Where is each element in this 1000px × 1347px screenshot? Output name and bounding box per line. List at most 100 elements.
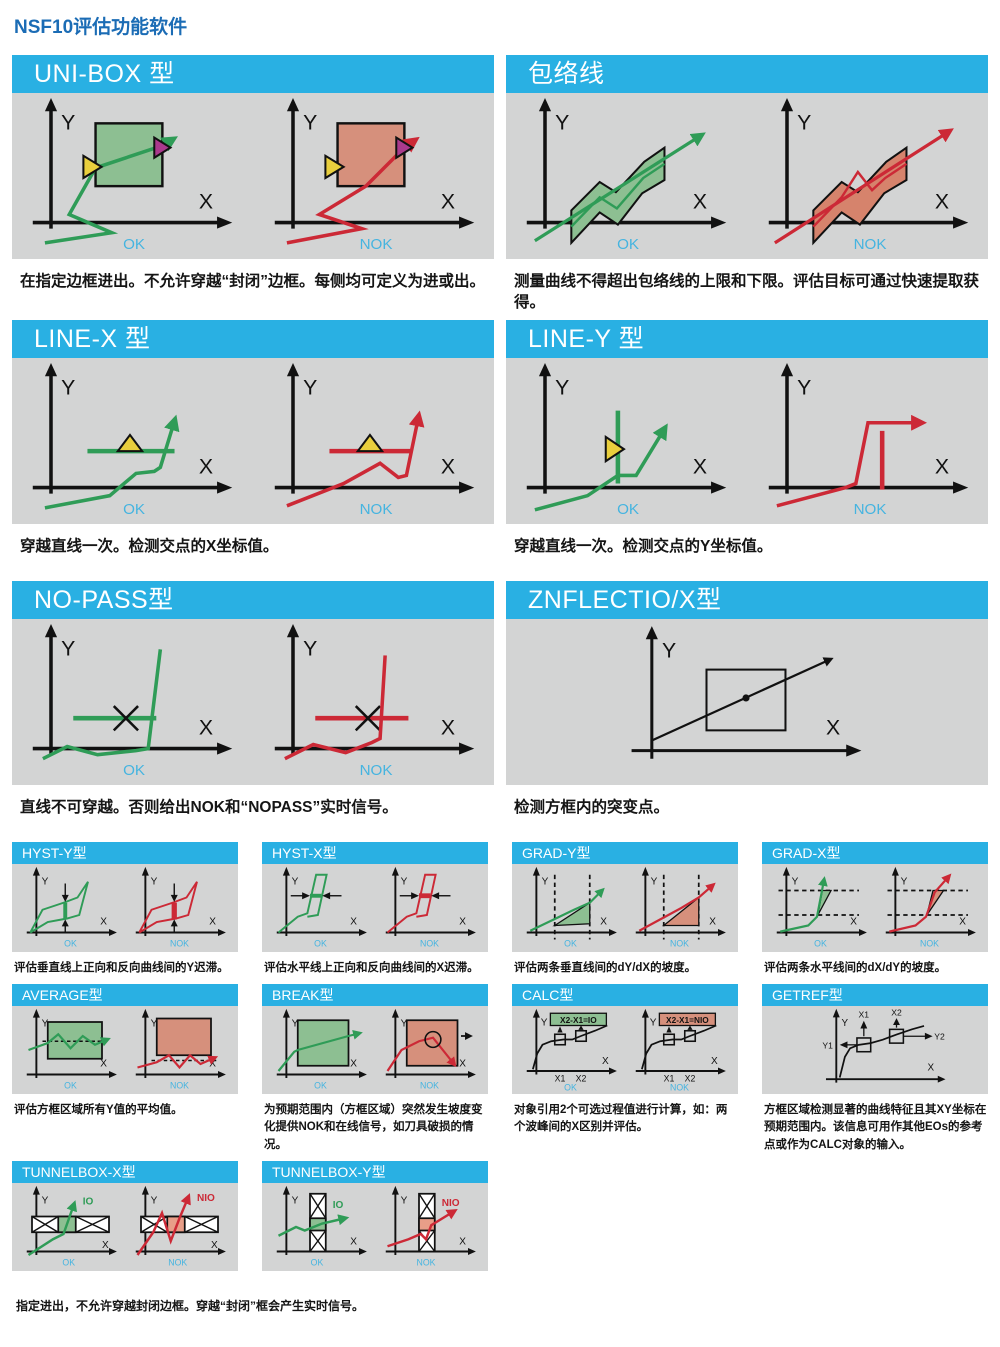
marker-triangle — [355, 433, 385, 452]
formula-label: X2-X1=IO — [560, 1015, 597, 1025]
nok-label: NOK — [360, 762, 393, 779]
nok-label: NOK — [168, 1258, 187, 1268]
nok-curve — [386, 1036, 457, 1072]
y-axis-label: Y — [292, 1195, 299, 1206]
nio-label: NIO — [197, 1193, 215, 1204]
envelope-nok-chart: Y X NOK — [768, 98, 969, 253]
ref-box-2 — [683, 1029, 697, 1042]
y-axis-label: Y — [303, 375, 317, 399]
nok-curve — [136, 1193, 191, 1256]
ok-curve — [27, 1200, 77, 1257]
nok-curve — [137, 1053, 219, 1069]
section-break-plots: Y X OK Y X NOK — [262, 1005, 488, 1094]
ok-label: OK — [564, 938, 577, 948]
y-axis-label: Y — [650, 1017, 657, 1028]
y-axis-label: Y — [61, 375, 75, 399]
nok-label: NOK — [670, 938, 689, 948]
up-arrow-2 — [578, 1025, 584, 1030]
y-axis-label: Y — [797, 375, 811, 399]
section-envelope-caption: 测量曲线不得超出包络线的上限和下限。评估目标可通过快速提取获得。 — [514, 273, 980, 311]
section-line-y: LINE-Y 型 Y X OK Y X — [506, 319, 988, 575]
y-axis-label: Y — [662, 638, 676, 662]
section-grad-y-header: GRAD-Y型 — [512, 841, 738, 864]
x-axis-label: X — [826, 715, 840, 739]
section-line-x: LINE-X 型 Y X OK Y X — [12, 319, 494, 575]
calc-nok-chart: Y X X2-X1=NIO X1 X2 NOK — [635, 1008, 726, 1092]
section-grad-y: GRAD-Y型 Y X OK Y X — [512, 841, 738, 978]
ok-label: OK — [123, 236, 145, 253]
up-arrow — [61, 919, 69, 927]
section-calc-caption: 对象引用2个可选过程值进行计算，如：两个波峰间的X区别并评估。 — [514, 1103, 728, 1134]
y-axis-label: Y — [651, 876, 658, 887]
calc-ok-chart: Y X X2-X1=IO X1 X2 OK — [526, 1008, 617, 1092]
x-axis-label: X — [350, 916, 357, 927]
x-axis-label: X — [602, 1056, 609, 1067]
ok-label: OK — [564, 1082, 577, 1092]
eval-box — [336, 122, 406, 188]
znflectio-chart: Y X — [631, 625, 862, 759]
ok-label: OK — [123, 501, 145, 518]
x-axis-label: X — [441, 715, 455, 739]
section-grad-y-caption: 评估两条垂直线间的dY/dX的坡度。 — [514, 961, 697, 974]
x1-arrow — [860, 1020, 868, 1029]
section-grad-y-plots: Y X OK Y X NOK — [512, 863, 738, 952]
ok-curve — [42, 648, 163, 761]
eval-box — [94, 122, 164, 188]
inflection-point — [742, 694, 750, 702]
section-envelope-header: 包络线 — [506, 55, 988, 93]
y-axis-label: Y — [792, 876, 799, 887]
section-calc: CALC型 Y X X2-X1=IO X1 X2 OK — [512, 983, 738, 1138]
section-tunnelbox-y-header: TUNNELBOX-Y型 — [262, 1161, 488, 1184]
io-label: IO — [83, 1196, 94, 1207]
y-axis-label: Y — [61, 110, 75, 134]
x2-label: X2 — [891, 1007, 902, 1017]
line-x-ok-chart: Y X OK — [32, 362, 233, 518]
section-grad-x-header: GRAD-X型 — [762, 841, 988, 864]
detection-box — [705, 668, 787, 732]
x-axis-label: X — [102, 1240, 109, 1251]
y-axis-label: Y — [841, 1018, 848, 1029]
y2-arrow — [924, 1032, 933, 1040]
up-arrow-1 — [557, 1026, 563, 1033]
ok-curve — [534, 132, 706, 243]
cross-mark — [354, 704, 381, 732]
x-axis-label: X — [927, 1062, 934, 1073]
marker-triangle — [604, 434, 626, 463]
y1-label: Y1 — [822, 1040, 833, 1050]
section-line-y-plots: Y X OK Y X NOK — [506, 357, 988, 524]
nok-label: NOK — [417, 1258, 436, 1268]
x-axis-label: X — [350, 1058, 357, 1069]
ok-curve — [534, 423, 668, 512]
x2-label: X2 — [576, 1073, 587, 1083]
section-line-x-header: LINE-X 型 — [12, 319, 494, 358]
ref-box-1 — [553, 1033, 567, 1046]
right-arrow — [411, 892, 419, 900]
row-2: LINE-X 型 Y X OK Y X — [12, 319, 988, 575]
right-arrow — [302, 892, 310, 900]
tunnelbox-y-nok-chart: Y X NIO NOK — [385, 1185, 476, 1268]
x-axis-label: X — [441, 454, 455, 478]
section-hyst-y: HYST-Y型 Y X OK Y X — [12, 841, 238, 978]
y2-label: Y2 — [934, 1031, 945, 1041]
nok-label: NOK — [170, 938, 189, 948]
section-average: AVERAGE型 Y X OK Y X — [12, 983, 238, 1120]
page-title: NSF10评估功能软件 — [14, 17, 188, 38]
grad-y-ok-chart: Y X OK — [526, 866, 617, 948]
y-axis-label: Y — [151, 1195, 158, 1206]
nok-label: NOK — [420, 938, 439, 948]
hyst-y-ok-chart: Y X OK — [26, 866, 117, 948]
ref-box-2 — [574, 1029, 588, 1042]
section-hyst-x-header: HYST-X型 — [262, 841, 488, 864]
ref-box-1 — [662, 1033, 676, 1046]
y-axis-label: Y — [401, 1195, 408, 1206]
section-average-plots: Y X OK Y X NOK — [12, 1005, 238, 1094]
left-arrow — [431, 892, 440, 900]
section-no-pass-plots: Y X OK Y X NOK — [12, 618, 494, 785]
hyst-x-nok-chart: Y X NOK — [385, 866, 476, 948]
hyst-x-ok-chart: Y X OK — [276, 866, 367, 948]
x-axis-label: X — [459, 1058, 466, 1069]
unibox-ok-chart: Y X OK — [32, 98, 233, 253]
up-arrow-1 — [666, 1026, 672, 1033]
envelope-ok-chart: Y X OK — [526, 98, 727, 253]
